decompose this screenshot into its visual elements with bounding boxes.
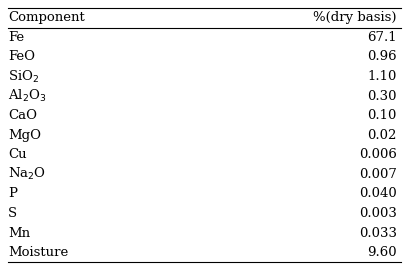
Text: %(dry basis): %(dry basis) — [313, 11, 397, 24]
Text: P: P — [8, 187, 17, 200]
Text: 0.040: 0.040 — [359, 187, 397, 200]
Text: Cu: Cu — [8, 148, 27, 161]
Text: Component: Component — [8, 11, 85, 24]
Text: 9.60: 9.60 — [367, 246, 397, 259]
Text: 67.1: 67.1 — [367, 31, 397, 44]
Text: Moisture: Moisture — [8, 246, 68, 259]
Text: 0.10: 0.10 — [367, 109, 397, 122]
Text: 0.003: 0.003 — [359, 207, 397, 220]
Text: Al$_2$O$_3$: Al$_2$O$_3$ — [8, 88, 47, 104]
Text: 0.033: 0.033 — [359, 226, 397, 240]
Text: 0.006: 0.006 — [359, 148, 397, 161]
Text: 0.02: 0.02 — [367, 129, 397, 142]
Text: Na$_2$O: Na$_2$O — [8, 166, 46, 182]
Text: Fe: Fe — [8, 31, 24, 44]
Text: FeO: FeO — [8, 51, 35, 63]
Text: 0.96: 0.96 — [367, 51, 397, 63]
Text: 0.007: 0.007 — [359, 168, 397, 181]
Text: CaO: CaO — [8, 109, 37, 122]
Text: Mn: Mn — [8, 226, 30, 240]
Text: 1.10: 1.10 — [367, 70, 397, 83]
Text: 0.30: 0.30 — [367, 90, 397, 102]
Text: MgO: MgO — [8, 129, 41, 142]
Text: SiO$_2$: SiO$_2$ — [8, 69, 39, 84]
Text: S: S — [8, 207, 17, 220]
